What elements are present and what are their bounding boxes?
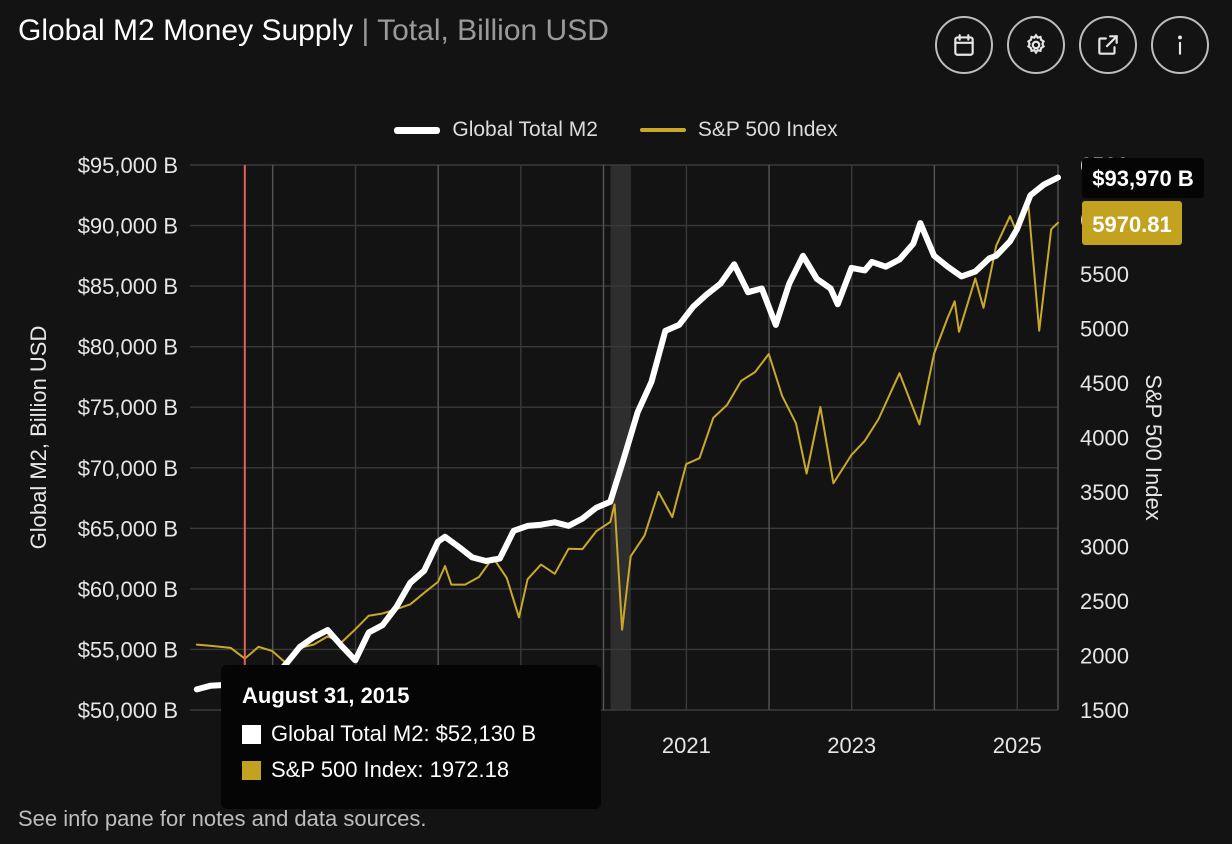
y-axis-title-left: Global M2, Billion USD (26, 326, 51, 550)
y-tick-label-right: 2000 (1080, 644, 1129, 669)
legend-label-spx: S&P 500 Index (697, 118, 838, 141)
tooltip-row-m2: Global Total M2: $52,130 B (242, 721, 581, 747)
external-link-icon (1098, 35, 1118, 55)
y-axis-title-right: S&P 500 Index (1141, 374, 1166, 520)
legend: Global Total M2 S&P 500 Index (0, 118, 1232, 142)
x-tick-label: 2021 (662, 733, 711, 758)
external-link-button[interactable] (1079, 16, 1137, 74)
y-tick-label-left: $65,000 B (78, 516, 178, 541)
info-button[interactable] (1151, 16, 1209, 74)
tooltip-spx-value: S&P 500 Index: 1972.18 (271, 757, 510, 782)
legend-item-spx[interactable]: S&P 500 Index (639, 118, 838, 142)
series-line-m2 (193, 174, 1061, 693)
y-tick-label-right: 4000 (1080, 426, 1129, 451)
badge-m2-last-bg (1082, 158, 1204, 198)
footnote: See info pane for notes and data sources… (18, 806, 427, 831)
y-tick-label-right: 3500 (1080, 480, 1129, 505)
y-tick-label-right: 5000 (1080, 317, 1129, 342)
toolbar (935, 16, 1209, 74)
settings-button[interactable] (1007, 16, 1065, 74)
chart-title: Global M2 Money Supply | Total, Billion … (18, 14, 609, 48)
y-tick-label-right: 4500 (1080, 371, 1129, 396)
y-tick-label-right: 3000 (1080, 535, 1129, 560)
y-tick-label-right: 1500 (1080, 698, 1129, 723)
y-tick-label-left: $95,000 B (78, 153, 178, 178)
gear-icon (1027, 33, 1045, 55)
legend-label-m2: Global Total M2 (452, 118, 598, 141)
legend-item-m2[interactable]: Global Total M2 (394, 118, 598, 142)
y-tick-label-left: $90,000 B (78, 214, 178, 239)
tooltip-m2-value: Global Total M2: $52,130 B (271, 721, 536, 746)
tooltip-date: August 31, 2015 (242, 683, 410, 708)
badge-spx-last-bg (1082, 201, 1182, 245)
title-subtitle: Total, Billion USD (377, 14, 609, 47)
y-tick-label-left: $60,000 B (78, 577, 178, 602)
title-separator: | (361, 14, 370, 47)
calendar-icon (954, 34, 974, 56)
y-tick-label-left: $80,000 B (78, 335, 178, 360)
badge-m2-last: $93,970 B (1092, 166, 1194, 191)
tooltip-swatch-m2 (242, 724, 261, 744)
y-tick-label-left: $55,000 B (78, 637, 178, 662)
y-tick-label-left: $85,000 B (78, 274, 178, 299)
y-tick-label-right: 5500 (1080, 262, 1129, 287)
legend-swatch-spx (639, 128, 686, 132)
legend-swatch-m2 (394, 126, 441, 134)
y-tick-label-left: $75,000 B (78, 395, 178, 420)
series-line-spx (195, 202, 1059, 665)
shaded-band (610, 165, 631, 710)
tooltip: August 31, 2015 Global Total M2: $52,130… (221, 665, 601, 809)
y-tick-label-right: 2500 (1080, 589, 1129, 614)
tooltip-swatch-spx (242, 760, 261, 780)
badge-spx-last: 5970.81 (1092, 212, 1172, 237)
calendar-button[interactable] (935, 16, 993, 74)
x-tick-label: 2023 (827, 733, 876, 758)
y-tick-label-left: $50,000 B (78, 698, 178, 723)
y-tick-label-left: $70,000 B (78, 456, 178, 481)
info-icon (1178, 35, 1182, 55)
tooltip-row-spx: S&P 500 Index: 1972.18 (242, 757, 581, 783)
x-tick-label: 2025 (993, 733, 1042, 758)
title-main: Global M2 Money Supply (18, 14, 354, 47)
